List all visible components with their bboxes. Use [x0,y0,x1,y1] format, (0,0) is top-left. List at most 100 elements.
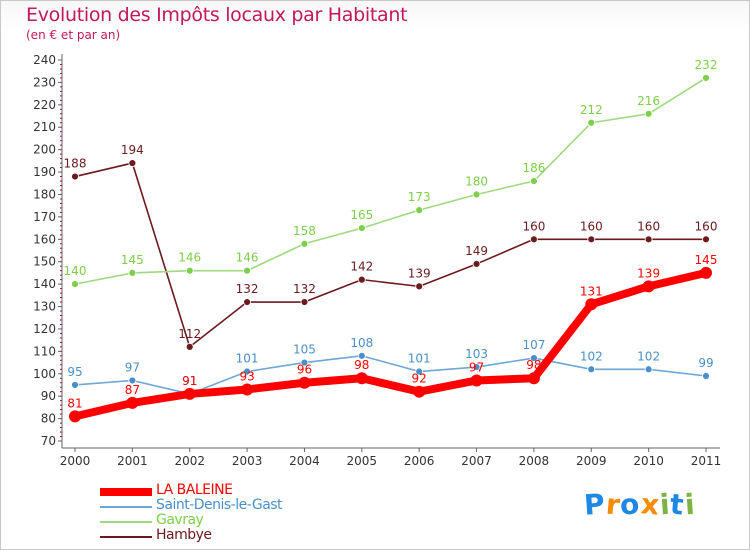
data-label-hambye: 149 [465,244,488,258]
data-point-gavray [644,109,653,118]
logo-letter: P [582,487,607,522]
y-tick-label: 90 [41,389,56,403]
y-tick-label: 100 [33,367,56,381]
data-label-gavray: 145 [121,253,144,267]
data-point-gavray [587,118,596,127]
x-tick-label: 2003 [232,454,263,468]
data-point-saint-denis-le-gast [71,381,79,389]
data-label-saint-denis-le-gast: 101 [236,352,259,366]
y-tick-label: 190 [33,165,56,179]
data-label-la-baleine: 96 [297,363,312,377]
y-tick-label: 240 [33,53,56,67]
logo-letter: o [619,487,642,522]
x-tick-label: 2009 [576,454,607,468]
data-label-saint-denis-le-gast: 105 [293,343,316,357]
y-tick-label: 80 [41,412,56,426]
data-point-hambye [71,172,79,181]
x-tick-label: 2011 [691,454,722,468]
data-point-gavray [415,206,424,215]
data-point-la-baleine [183,387,196,400]
data-point-la-baleine [700,266,712,279]
data-point-la-baleine [241,383,254,396]
data-label-gavray: 216 [637,94,660,108]
data-label-saint-denis-le-gast: 91 [182,374,197,388]
data-point-saint-denis-le-gast [128,376,137,385]
data-label-hambye: 160 [695,219,718,233]
data-label-hambye: 188 [64,157,87,171]
legend-label: LA BALEINE [156,482,233,498]
data-label-hambye: 112 [178,327,201,341]
y-tick-label: 120 [33,322,56,336]
data-label-la-baleine: 87 [125,383,140,397]
y-tick-label: 150 [33,255,56,269]
legend-label: Hambye [156,527,212,543]
data-point-saint-denis-le-gast [530,354,538,362]
data-label-hambye: 160 [522,219,545,233]
data-label-hambye: 160 [637,219,660,233]
data-point-saint-denis-le-gast [300,358,309,367]
data-point-la-baleine [470,374,483,387]
x-tick-label: 2010 [633,454,664,468]
data-point-hambye [644,235,653,244]
data-point-saint-denis-le-gast [644,365,653,374]
data-point-la-baleine [298,376,311,389]
data-point-saint-denis-le-gast [415,367,424,376]
x-tick-label: 2001 [117,454,148,468]
data-label-la-baleine: 92 [412,372,427,386]
data-label-la-baleine: 139 [637,266,660,280]
data-label-hambye: 132 [293,282,316,296]
data-label-gavray: 146 [236,251,259,265]
proxiti-logo: Proxiti [582,487,697,522]
data-point-la-baleine [413,385,426,398]
series-line-hambye [74,162,707,348]
data-label-gavray: 212 [580,103,603,117]
data-label-la-baleine: 98 [354,358,369,372]
y-tick-label: 140 [33,277,56,291]
data-label-hambye: 132 [236,282,259,296]
data-point-hambye [530,235,538,244]
data-point-saint-denis-le-gast [587,365,596,374]
x-tick-label: 2007 [461,454,492,468]
chart-subtitle: (en € et par an) [26,28,121,42]
data-point-gavray [185,266,194,275]
y-tick-label: 210 [33,120,56,134]
data-point-gavray [530,177,538,185]
data-label-saint-denis-le-gast: 107 [522,338,545,352]
logo-letter: i [683,487,697,522]
legend-swatch [100,521,152,523]
data-label-saint-denis-le-gast: 108 [350,336,373,350]
legend-swatch [100,536,152,538]
legend-label: Saint-Denis-le-Gast [156,497,283,513]
data-point-hambye [300,298,309,306]
data-point-hambye [702,235,710,244]
data-point-gavray [300,239,309,248]
data-point-saint-denis-le-gast [243,367,251,376]
x-tick-label: 2006 [404,454,435,468]
data-label-la-baleine: 145 [695,253,718,267]
data-label-gavray: 232 [695,58,718,72]
legend-swatch [100,506,152,508]
x-tick-label: 2004 [289,454,320,468]
data-label-saint-denis-le-gast: 95 [67,365,82,379]
data-label-saint-denis-le-gast: 102 [637,349,660,363]
y-tick-label: 110 [33,344,56,358]
data-point-la-baleine [355,372,368,385]
data-label-gavray: 165 [350,208,373,222]
data-point-hambye [357,275,366,284]
y-tick-label: 130 [33,300,56,314]
data-label-hambye: 142 [350,260,373,274]
x-tick-label: 2008 [519,454,550,468]
data-label-gavray: 173 [408,190,431,204]
series-line-la-baleine [71,268,710,421]
data-label-hambye: 194 [121,143,144,157]
data-label-saint-denis-le-gast: 102 [580,349,603,363]
data-point-hambye [472,260,481,268]
data-point-la-baleine [527,372,540,385]
data-label-hambye: 139 [408,266,431,280]
data-label-gavray: 186 [522,161,545,175]
data-label-saint-denis-le-gast: 103 [465,347,488,361]
y-tick-label: 70 [41,434,56,448]
data-label-saint-denis-le-gast: 97 [125,360,140,374]
data-point-la-baleine [69,410,81,423]
